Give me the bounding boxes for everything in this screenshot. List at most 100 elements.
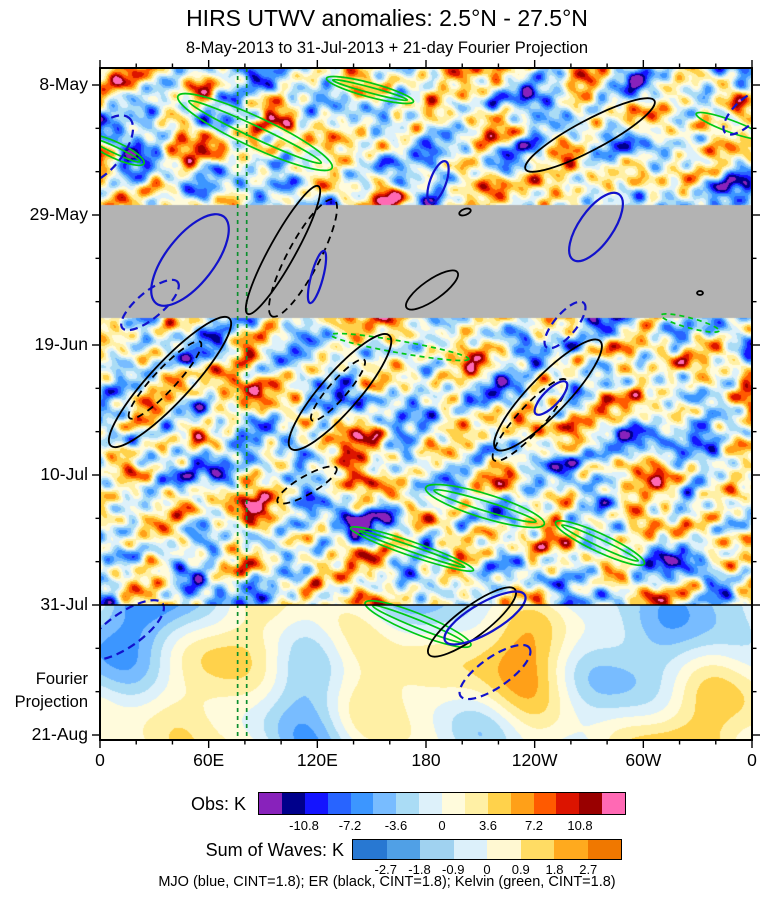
waves-colorbar-ticks: -2.7 -1.8 -0.9 0 0.9 1.8 2.7 [352, 862, 622, 878]
colorbar-segment [464, 793, 488, 814]
kelvin-wave-contour [695, 111, 752, 141]
er-wave-contour [309, 358, 367, 422]
kelvin-wave-contour-inner [358, 529, 466, 569]
er-wave-contour [491, 378, 569, 462]
mjo-wave-contour [426, 160, 450, 204]
colorbar-segment [304, 793, 328, 814]
colorbar-segment [533, 793, 557, 814]
waves-colorbar-label: Sum of Waves: K [205, 840, 344, 860]
kelvin-wave-contour [100, 133, 146, 167]
plot-frame [99, 67, 753, 741]
y-tick-label: 8-May [39, 74, 88, 94]
obs-colorbar-label: Obs: K [190, 794, 246, 814]
colorbar-segment [386, 840, 420, 859]
colorbar-segment [579, 793, 603, 814]
page-subtitle: 8-May-2013 to 31-Jul-2013 + 21-day Fouri… [185, 39, 589, 57]
fourier-label-line2: Projection [14, 693, 88, 711]
y-tick-label: 29-May [29, 204, 88, 224]
colorbar-tick-label: 0.9 [511, 862, 530, 877]
kelvin-wave-contour [176, 92, 334, 172]
y-tick-label: 10-Jul [40, 464, 88, 484]
kelvin-wave-contour-inner [560, 524, 640, 562]
waves-colorbar [352, 839, 622, 860]
x-tick-label: 0 [747, 750, 757, 770]
x-tick-label: 60E [193, 750, 225, 770]
er-wave-contour [107, 316, 233, 448]
obs-colorbar-ticks: -10.8 -7.2 -3.6 0 3.6 7.2 10.8 [258, 818, 626, 834]
er-wave-contour [405, 269, 459, 311]
er-wave-contour [268, 198, 338, 318]
mjo-wave-contour [100, 114, 135, 186]
colorbar-segment [420, 840, 454, 859]
kelvin-wave-contour-inner [433, 488, 537, 524]
er-wave-contour [696, 290, 704, 296]
colorbar-tick-label: -7.2 [338, 818, 362, 833]
mjo-wave-contour [568, 191, 624, 263]
mjo-wave-contour [306, 249, 328, 305]
colorbar-tick-label: 10.8 [567, 818, 593, 833]
colorbar-tick-label: -0.9 [442, 862, 465, 877]
colorbar-segment [350, 793, 374, 814]
fourier-projection-label: Fourier Projection [0, 668, 94, 714]
fourier-label-line1: Fourier [35, 670, 88, 688]
kelvin-wave-contour-inner [187, 99, 323, 165]
er-wave-contour [427, 586, 517, 658]
obs-colorbar [258, 792, 626, 815]
er-wave-contour [493, 338, 603, 452]
kelvin-wave-contour [330, 332, 470, 362]
er-wave-contour [458, 207, 472, 217]
x-tick-label: 180 [411, 750, 441, 770]
mjo-wave-contour [543, 300, 587, 350]
colorbar-tick-label: -10.8 [289, 818, 319, 833]
colorbar-segment [487, 840, 521, 859]
colorbar-tick-label: 1.8 [545, 862, 564, 877]
kelvin-wave-contour [554, 519, 646, 567]
colorbar-tick-label: -3.6 [384, 818, 408, 833]
colorbar-segment [419, 793, 442, 814]
obs-colorbar-row: Obs: K -10.8 -7.2 -3.6 0 3.6 7.2 10.8 [0, 792, 774, 842]
x-tick-label: 0 [95, 750, 105, 770]
colorbar-segment [327, 793, 351, 814]
er-wave-contour [287, 333, 393, 451]
colorbar-segment [510, 793, 534, 814]
er-wave-contour [127, 340, 203, 420]
colorbar-segment [554, 840, 588, 859]
y-axis-labels: 8-May 29-May 19-Jun 10-Jul 31-Jul 21-Aug [0, 68, 94, 744]
colorbar-segment [587, 840, 621, 859]
mjo-wave-contour [150, 213, 230, 307]
axis-layer [92, 60, 760, 748]
colorbar-segment [487, 793, 511, 814]
colorbar-tick-label: -1.8 [408, 862, 431, 877]
er-wave-contour [244, 184, 322, 316]
page-title: HIRS UTWV anomalies: 2.5°N - 27.5°N [186, 5, 588, 31]
kelvin-wave-contour-inner [100, 137, 141, 163]
er-wave-contour [276, 465, 338, 505]
x-tick-label: 60W [625, 750, 662, 770]
y-tick-label: 19-Jun [34, 334, 88, 354]
colorbar-segment [373, 793, 397, 814]
colorbar-segment [353, 840, 387, 859]
x-tick-label: 120W [511, 750, 558, 770]
colorbar-segment [453, 840, 487, 859]
colorbar-tick-label: 0 [483, 862, 491, 877]
kelvin-wave-contour-inner [331, 78, 409, 102]
colorbar-tick-label: 2.7 [579, 862, 598, 877]
mjo-wave-contour [533, 380, 569, 416]
field-canvas [100, 68, 752, 740]
y-tick-label: 21-Aug [31, 724, 88, 744]
waves-colorbar-row: Sum of Waves: K -2.7 -1.8 -0.9 0 0.9 1.8 2.7 [0, 839, 774, 889]
colorbar-segment [520, 840, 554, 859]
colorbar-segment [281, 793, 305, 814]
colorbar-segment [556, 793, 580, 814]
legend-caption: MJO (blue, CINT=1.8); ER (black, CINT=1.… [158, 874, 616, 890]
mjo-wave-contour [100, 599, 166, 661]
er-wave-contour [524, 97, 656, 173]
kelvin-wave-contour [349, 525, 475, 573]
colorbar-tick-label: 3.6 [478, 818, 498, 833]
mjo-wave-contour [722, 90, 752, 136]
kelvin-wave-contour [325, 75, 415, 105]
mjo-wave-contour [120, 278, 180, 332]
colorbar-tick-label: 0 [438, 818, 446, 833]
y-tick-label: 31-Jul [40, 594, 88, 614]
